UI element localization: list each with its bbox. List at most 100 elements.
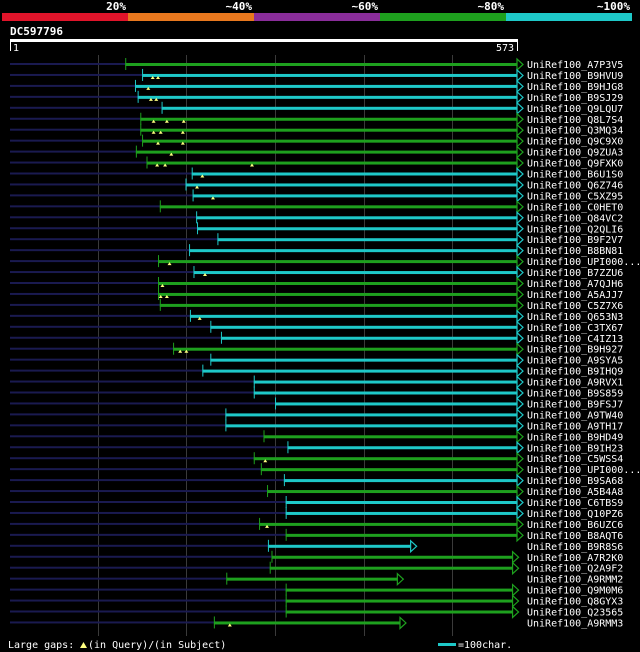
hit-label[interactable]: UniRef100_C5WSS4 [527, 454, 623, 465]
hit-row[interactable]: UniRef100_B9SJ29 [10, 90, 623, 105]
hit-bar[interactable] [220, 336, 518, 340]
hit-label[interactable]: UniRef100_A7QJH6 [527, 279, 623, 290]
hit-row[interactable]: UniRef100_C3TX67 [10, 320, 623, 335]
hit-bar[interactable] [193, 271, 517, 275]
hit-label[interactable]: UniRef100_B9IHQ9 [527, 367, 623, 378]
hit-bar[interactable] [285, 588, 513, 592]
hit-row[interactable]: UniRef100_B9IH23 [10, 440, 623, 455]
hit-label[interactable]: UniRef100_C6TBS9 [527, 498, 623, 509]
hit-bar[interactable] [267, 490, 517, 494]
hit-bar[interactable] [140, 128, 517, 132]
hit-label[interactable]: UniRef100_B6U1S0 [527, 170, 623, 181]
hit-label[interactable]: UniRef100_A9TW40 [527, 410, 623, 421]
hit-bar[interactable] [275, 402, 517, 406]
hit-label[interactable]: UniRef100_Q9C9X0 [527, 137, 623, 148]
hit-row[interactable]: UniRef100_A9RMM3 [10, 616, 623, 630]
hit-row[interactable]: UniRef100_Q653N3 [10, 309, 623, 324]
hit-label[interactable]: UniRef100_B9HVU9 [527, 71, 623, 82]
hit-row[interactable]: UniRef100_B9SA68 [10, 473, 623, 488]
hit-row[interactable]: UniRef100_B9HD49 [10, 429, 623, 444]
hit-bar[interactable] [253, 457, 517, 461]
hit-bar[interactable] [159, 205, 517, 209]
hit-label[interactable]: UniRef100_B9S859 [527, 389, 623, 400]
hit-row[interactable]: UniRef100_Q2QLI6 [10, 221, 623, 236]
hit-bar[interactable] [159, 303, 517, 307]
hit-bar[interactable] [173, 347, 517, 351]
hit-bar[interactable] [287, 446, 517, 450]
hit-row[interactable]: UniRef100_Q8GYX3 [10, 594, 623, 608]
hit-label[interactable]: UniRef100_A9RMM3 [527, 618, 623, 629]
hit-bar[interactable] [137, 95, 518, 99]
hit-row[interactable]: UniRef100_B6UZC6 [10, 517, 623, 532]
hit-label[interactable]: UniRef100_B9HD49 [527, 432, 623, 443]
hit-label[interactable]: UniRef100_Q10PZ6 [527, 509, 623, 520]
hit-bar[interactable] [134, 84, 517, 88]
hit-bar[interactable] [285, 533, 517, 537]
hit-label[interactable]: UniRef100_Q9LQU7 [527, 104, 623, 115]
hit-bar[interactable] [202, 369, 517, 373]
hit-bar[interactable] [271, 555, 513, 559]
hit-label[interactable]: UniRef100_Q9ZUA3 [527, 148, 623, 159]
hit-bar[interactable] [189, 249, 517, 253]
hit-label[interactable]: UniRef100_B9F2V7 [527, 235, 623, 246]
hit-bar[interactable] [259, 522, 517, 526]
hit-label[interactable]: UniRef100_A7P3V5 [527, 60, 623, 71]
hit-row[interactable]: UniRef100_C5WSS4 [10, 451, 623, 466]
hit-bar[interactable] [225, 413, 518, 417]
hit-row[interactable]: UniRef100_C5XZ95 [10, 189, 623, 203]
hit-label[interactable]: UniRef100_Q84VC2 [527, 213, 623, 224]
hit-row[interactable]: UniRef100_B9HVU9 [10, 68, 623, 83]
hit-label[interactable]: UniRef100_B6UZC6 [527, 520, 623, 531]
hit-row[interactable]: UniRef100_B9HJG8 [10, 79, 623, 94]
hit-label[interactable]: UniRef100_B8BN81 [527, 246, 623, 257]
hit-label[interactable]: UniRef100_B9HJG8 [527, 82, 623, 93]
hit-row[interactable]: UniRef100_Q9M0M6 [10, 583, 623, 597]
hit-bar[interactable] [226, 577, 398, 581]
hit-label[interactable]: UniRef100_UPI000... [527, 257, 640, 268]
hit-label[interactable]: UniRef100_A9SYA5 [527, 356, 623, 367]
hit-bar[interactable] [191, 172, 518, 176]
hit-label[interactable]: UniRef100_B9R8S6 [527, 542, 623, 553]
hit-row[interactable]: UniRef100_C0HET0 [10, 199, 623, 214]
hit-label[interactable]: UniRef100_B9SJ29 [527, 93, 623, 104]
hit-bar[interactable] [140, 117, 517, 121]
hit-row[interactable]: UniRef100_A7P3V5 [10, 57, 623, 72]
hit-row[interactable]: UniRef100_B9IHQ9 [10, 364, 623, 378]
hit-bar[interactable] [285, 610, 513, 614]
hit-row[interactable]: UniRef100_Q9LQU7 [10, 101, 623, 116]
hit-bar[interactable] [189, 314, 517, 318]
hit-bar[interactable] [263, 435, 518, 439]
hit-label[interactable]: UniRef100_C0HET0 [527, 202, 623, 213]
hit-row[interactable]: UniRef100_B9F2V7 [10, 232, 623, 247]
hit-label[interactable]: UniRef100_Q9FXK0 [527, 159, 623, 170]
hit-label[interactable]: UniRef100_Q3MQ34 [527, 126, 623, 137]
hit-bar[interactable] [197, 227, 518, 231]
hit-row[interactable]: UniRef100_Q9ZUA3 [10, 145, 623, 159]
hit-row[interactable]: UniRef100_A9TH17 [10, 418, 623, 433]
hit-bar[interactable] [135, 150, 517, 154]
hit-bar[interactable] [213, 621, 400, 625]
hit-row[interactable]: UniRef100_Q10PZ6 [10, 506, 623, 521]
hit-bar[interactable] [253, 391, 517, 395]
hit-row[interactable]: UniRef100_A5B4A8 [10, 484, 623, 499]
hit-row[interactable]: UniRef100_Q2A9F2 [10, 561, 623, 576]
hit-label[interactable]: UniRef100_A5B4A8 [527, 487, 623, 498]
hit-bar[interactable] [253, 380, 517, 384]
hit-bar[interactable] [285, 501, 517, 504]
hit-bar[interactable] [269, 566, 513, 570]
hit-bar[interactable] [283, 479, 517, 483]
hit-bar[interactable] [210, 358, 517, 362]
hit-label[interactable]: UniRef100_C5Z7X6 [527, 301, 623, 312]
hit-row[interactable]: UniRef100_A9RMM2 [10, 572, 623, 587]
hit-row[interactable]: UniRef100_Q8L7S4 [10, 112, 623, 127]
hit-row[interactable]: UniRef100_A5AJJ7 [10, 287, 623, 302]
hit-row[interactable]: UniRef100_B9H927 [10, 342, 623, 357]
hit-row[interactable]: UniRef100_B7ZZU6 [10, 265, 623, 280]
hit-row[interactable]: UniRef100_C4IZ13 [10, 331, 623, 346]
hit-row[interactable]: UniRef100_B8BN81 [10, 243, 623, 258]
hit-bar[interactable] [142, 139, 517, 143]
hit-row[interactable]: UniRef100_UPI000... [10, 462, 640, 477]
hit-label[interactable]: UniRef100_C4IZ13 [527, 334, 623, 345]
hit-row[interactable]: UniRef100_B8AQT6 [10, 528, 623, 543]
hit-row[interactable]: UniRef100_A7R2K0 [10, 550, 623, 565]
